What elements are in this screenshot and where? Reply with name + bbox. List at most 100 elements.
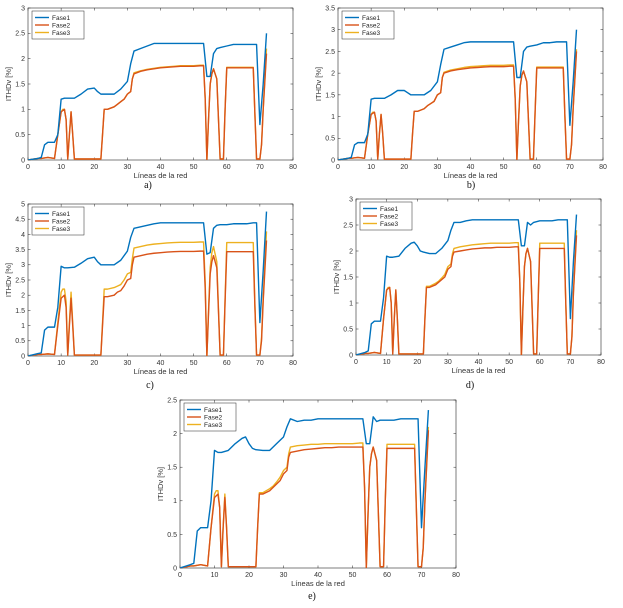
- chart-panel-d: 0 10 20 30 40 50 60 70 80 0 0.5 1 1.5 2 2.5 3 Líneas de …: [332, 196, 605, 391]
- legend-label-fase2: Fase2: [362, 22, 380, 29]
- legend-label-fase3: Fase3: [52, 30, 70, 37]
- y-tick-label: 1: [21, 323, 25, 330]
- x-tick-label: 70: [566, 359, 574, 366]
- y-tick-label: 1: [331, 114, 335, 121]
- y-tick-label: 3: [21, 262, 25, 269]
- y-tick-label: 0.5: [15, 132, 25, 139]
- x-tick-label: 0: [178, 572, 182, 579]
- legend-label-fase2: Fase2: [52, 22, 70, 29]
- x-tick-label: 50: [349, 572, 357, 579]
- x-tick-label: 50: [505, 359, 513, 366]
- x-tick-label: 10: [57, 360, 65, 367]
- series-line-fase2: [338, 51, 578, 160]
- legend-label-fase3: Fase3: [362, 30, 380, 37]
- x-tick-label: 70: [418, 572, 426, 579]
- x-axis-label: Líneas de la red: [444, 171, 498, 180]
- series-line-fase1: [180, 410, 430, 568]
- legend-label-fase2: Fase2: [380, 213, 398, 220]
- y-tick-label: 1.5: [167, 465, 177, 472]
- series-line-fase1: [28, 211, 268, 356]
- y-tick-label: 3: [331, 27, 335, 34]
- legend-label-fase1: Fase1: [52, 211, 70, 218]
- x-tick-label: 10: [383, 359, 391, 366]
- x-tick-label: 60: [533, 164, 541, 171]
- y-axis-label: ITHDv [%]: [332, 260, 341, 294]
- legend-label-fase1: Fase1: [380, 206, 398, 213]
- x-axis-label: Líneas de la red: [452, 366, 506, 375]
- y-tick-label: 1: [349, 300, 353, 307]
- series-line-fase2: [28, 53, 268, 160]
- y-tick-label: 0.5: [167, 532, 177, 539]
- y-tick-label: 2: [331, 71, 335, 78]
- x-tick-label: 40: [475, 359, 483, 366]
- x-tick-label: 60: [223, 360, 231, 367]
- x-tick-label: 50: [190, 360, 198, 367]
- y-tick-label: 2.5: [15, 31, 25, 38]
- y-tick-label: 2.5: [343, 222, 353, 229]
- x-tick-label: 30: [123, 360, 131, 367]
- y-tick-label: 2.5: [325, 49, 335, 56]
- y-axis-label: ITHDv [%]: [314, 67, 323, 101]
- x-tick-label: 20: [245, 572, 253, 579]
- x-axis-label: Líneas de la red: [291, 579, 345, 588]
- x-tick-label: 40: [157, 360, 165, 367]
- x-tick-label: 20: [400, 164, 408, 171]
- x-tick-label: 10: [57, 164, 65, 171]
- x-tick-label: 60: [536, 359, 544, 366]
- x-tick-label: 10: [367, 164, 375, 171]
- x-tick-label: 0: [354, 359, 358, 366]
- x-tick-label: 20: [90, 360, 98, 367]
- y-tick-label: 1.5: [15, 308, 25, 315]
- x-tick-label: 80: [289, 164, 297, 171]
- series-line-fase2: [180, 430, 430, 568]
- series-line-fase1: [28, 33, 268, 160]
- y-tick-label: 2: [349, 248, 353, 255]
- y-tick-label: 3: [349, 196, 353, 203]
- y-tick-label: 1.5: [343, 274, 353, 281]
- panel-caption: d): [466, 380, 474, 391]
- x-tick-label: 30: [433, 164, 441, 171]
- y-tick-label: 0.5: [15, 338, 25, 345]
- x-tick-label: 70: [256, 164, 264, 171]
- legend-label-fase2: Fase2: [204, 414, 222, 421]
- y-tick-label: 1: [173, 498, 177, 505]
- y-tick-label: 1.5: [325, 92, 335, 99]
- y-tick-label: 0.5: [343, 326, 353, 333]
- x-tick-label: 80: [599, 164, 607, 171]
- x-tick-label: 40: [157, 164, 165, 171]
- y-tick-label: 0: [173, 565, 177, 572]
- chart-panel-b: 0 10 20 30 40 50 60 70 80 0 0.5 1 1.5 2 2.5 3 3.5 Líneas …: [314, 5, 607, 191]
- x-tick-label: 70: [566, 164, 574, 171]
- panel-caption: e): [308, 591, 316, 602]
- y-tick-label: 2: [21, 293, 25, 300]
- y-tick-label: 0.5: [325, 136, 335, 143]
- y-tick-label: 0: [21, 353, 25, 360]
- series-line-fase1: [356, 214, 578, 355]
- chart-panel-e: 0 10 20 30 40 50 60 70 80 0 0.5 1 1.5 2 2.5 Líneas de l…: [156, 397, 460, 602]
- x-tick-label: 60: [383, 572, 391, 579]
- x-tick-label: 0: [336, 164, 340, 171]
- x-tick-label: 0: [26, 164, 30, 171]
- x-axis-label: Líneas de la red: [134, 171, 188, 180]
- y-tick-label: 3.5: [325, 5, 335, 12]
- panel-caption: b): [467, 180, 475, 191]
- chart-panel-c: 0 10 20 30 40 50 60 70 80 0 0.5 1 1.5 2 2.5 3 3.5 4 4.5 5 Lí…: [4, 201, 297, 391]
- x-tick-label: 10: [211, 572, 219, 579]
- series-line-fase2: [356, 235, 578, 355]
- x-tick-label: 60: [223, 164, 231, 171]
- x-tick-label: 80: [452, 572, 460, 579]
- legend-label-fase2: Fase2: [52, 218, 70, 225]
- y-tick-label: 4: [21, 232, 25, 239]
- y-tick-label: 0: [349, 352, 353, 359]
- y-tick-label: 2: [21, 56, 25, 63]
- x-tick-label: 80: [597, 359, 605, 366]
- x-tick-label: 0: [26, 360, 30, 367]
- x-tick-label: 20: [413, 359, 421, 366]
- y-tick-label: 3: [21, 5, 25, 12]
- y-tick-label: 0: [21, 157, 25, 164]
- y-tick-label: 1.5: [15, 81, 25, 88]
